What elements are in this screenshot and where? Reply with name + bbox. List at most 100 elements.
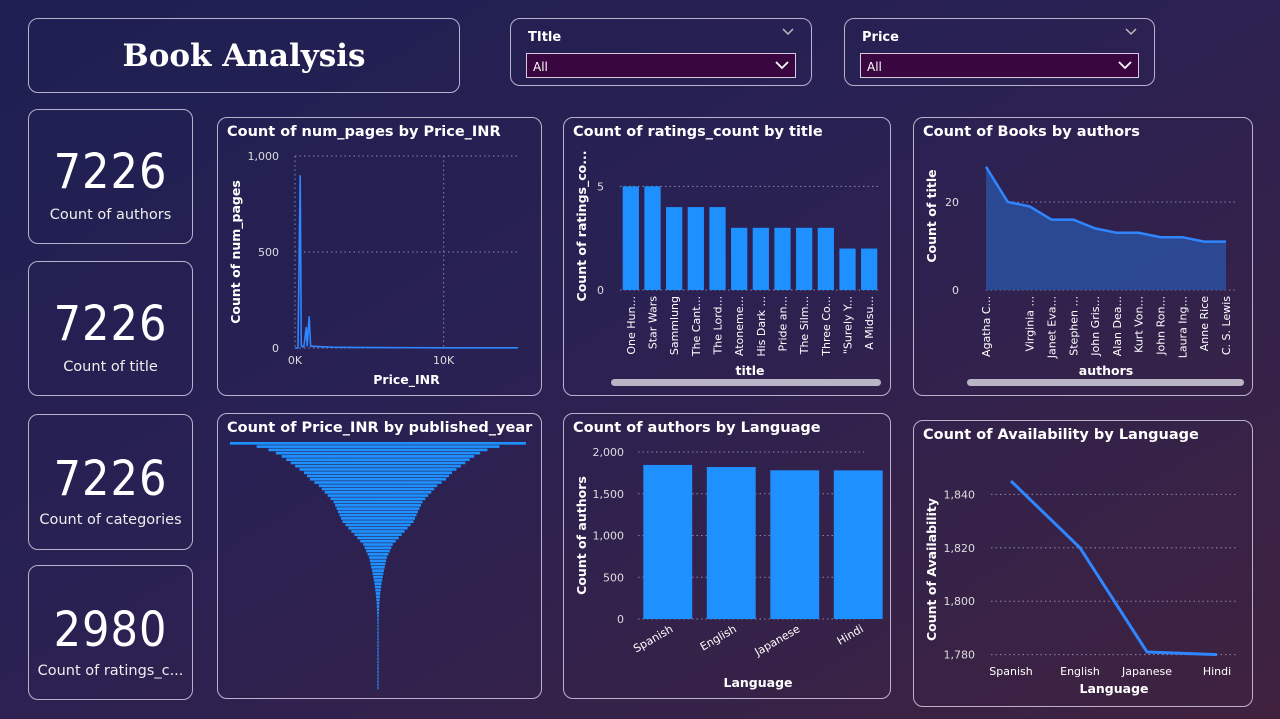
bar	[373, 575, 383, 579]
kpi-card-ratings: 2980 Count of ratings_c...	[28, 565, 193, 700]
y-tick-label: 0	[952, 284, 959, 297]
kpi-caption: Count of categories	[39, 512, 182, 528]
chart-ratings-by-title[interactable]: Count of ratings_count by title 0 5 One Hu…	[563, 117, 891, 396]
kpi-card-title: 7226 Count of title	[28, 261, 193, 396]
chart-pages-by-price[interactable]: Count of num_pages by Price_INR 0 500 1,00…	[217, 117, 542, 396]
x-tick-label: Laura Ing...	[1176, 296, 1189, 358]
bar	[335, 504, 421, 507]
bar	[731, 227, 748, 290]
bar	[369, 556, 387, 559]
y-tick-label: 1,000	[248, 150, 280, 163]
availability-by-language-svg: 1,780 1,800 1,820 1,840 Spanish English Japane…	[924, 479, 1236, 696]
bar	[373, 579, 383, 582]
bar	[377, 650, 379, 654]
y-tick-label: 1,840	[944, 488, 976, 501]
x-tick-label: John Ron...	[1155, 296, 1168, 356]
x-tick-label: Stephen ...	[1067, 296, 1080, 356]
bar	[666, 207, 683, 290]
bar	[377, 628, 379, 631]
bar	[377, 618, 379, 621]
chart-title: Count of ratings_count by title	[573, 124, 823, 140]
bar	[318, 484, 438, 488]
bar	[377, 676, 379, 680]
bar	[377, 641, 379, 644]
chart-title: Count of Availability by Language	[923, 427, 1199, 443]
bar	[338, 510, 418, 514]
series-line	[984, 166, 1226, 243]
chevron-down-icon[interactable]	[1124, 27, 1138, 37]
bar	[286, 458, 470, 461]
title-slicer[interactable]: TItle All	[510, 18, 812, 86]
bar	[833, 470, 883, 619]
bar	[371, 566, 385, 569]
x-tick-label: Virginia ...	[1024, 296, 1037, 351]
y-tick-label: 500	[603, 571, 624, 584]
bar	[770, 470, 820, 619]
bar	[275, 451, 481, 455]
bar	[256, 445, 500, 448]
y-tick-label: 1,780	[944, 649, 976, 662]
bar	[330, 497, 426, 501]
bar	[345, 523, 411, 527]
y-tick-label: 500	[258, 246, 279, 259]
chart-books-by-authors[interactable]: Count of Books by authors 0 20 Agatha C...…	[913, 117, 1253, 396]
x-tick-label: 10K	[433, 354, 455, 367]
bar	[369, 559, 387, 563]
bar	[817, 227, 834, 290]
bar	[377, 624, 379, 628]
x-tick-label: His Dark ...	[755, 296, 768, 357]
title-slicer-value: All	[533, 60, 548, 74]
bar	[364, 546, 392, 550]
bar	[324, 490, 432, 494]
authors-by-language-svg: 0 500 1,000 1,500 2,000 Spanish English Japanes…	[574, 446, 883, 690]
page-title: Book Analysis	[122, 37, 366, 74]
bar	[377, 631, 379, 634]
y-axis-label: Count of num_pages	[228, 180, 244, 324]
bar	[622, 186, 639, 290]
x-tick-label: Sammlung	[668, 296, 681, 355]
x-axis-label: authors	[1079, 363, 1133, 378]
x-tick-label: Agatha C...	[980, 296, 993, 357]
bar	[774, 227, 791, 290]
bar	[290, 461, 466, 465]
x-tick-label: Japanese	[752, 622, 803, 659]
chart-price-by-year[interactable]: Count of Price_INR by published_year	[217, 413, 542, 699]
bar	[377, 634, 379, 638]
bar	[370, 562, 386, 566]
bar	[376, 598, 380, 602]
bar	[309, 477, 447, 481]
x-tick-label: Spanish	[631, 622, 675, 655]
x-tick-label: Spanish	[989, 665, 1032, 678]
bar	[342, 520, 414, 523]
x-axis-label: title	[736, 363, 765, 378]
chart-authors-by-language[interactable]: Count of authors by Language 0 500 1,000 1,…	[563, 413, 891, 699]
bar	[375, 592, 381, 595]
bar	[336, 507, 420, 510]
x-tick-label: Alan Dea...	[1111, 296, 1124, 356]
chart-title: Count of num_pages by Price_INR	[227, 124, 501, 140]
x-tick-label: 0K	[288, 354, 303, 367]
x-axis-label: Language	[723, 675, 792, 690]
chevron-down-icon[interactable]	[781, 27, 795, 37]
x-axis-label: Price_INR	[373, 372, 440, 388]
bar	[377, 686, 379, 690]
y-tick-label: 0	[272, 342, 279, 355]
bar	[314, 481, 442, 484]
chart-availability-by-language[interactable]: Count of Availability by Language 1,780 1…	[913, 420, 1253, 707]
pages-by-price-svg: 0 500 1,000 0K 10K Price_INR Count of num_page…	[228, 150, 518, 388]
y-tick-label: 0	[617, 613, 624, 626]
price-slicer-dropdown[interactable]: All	[860, 53, 1139, 78]
y-axis-label: Count of ratings_co...	[574, 151, 590, 302]
books-by-authors-svg: 0 20 Agatha C... Virginia ... Janet Eva... St…	[924, 166, 1244, 386]
bar	[377, 663, 379, 667]
bar	[796, 227, 813, 290]
x-tick-label: C. S. Lewis	[1220, 296, 1233, 355]
chevron-down-icon	[1118, 61, 1132, 70]
price-slicer[interactable]: Price All	[844, 18, 1155, 86]
title-slicer-dropdown[interactable]: All	[526, 53, 796, 78]
y-axis-label: Count of Availability	[924, 498, 939, 641]
x-tick-label: Japanese	[1121, 665, 1172, 678]
kpi-caption: Count of ratings_c...	[37, 663, 184, 679]
y-tick-label: 1,820	[944, 542, 976, 555]
bar	[295, 464, 461, 468]
